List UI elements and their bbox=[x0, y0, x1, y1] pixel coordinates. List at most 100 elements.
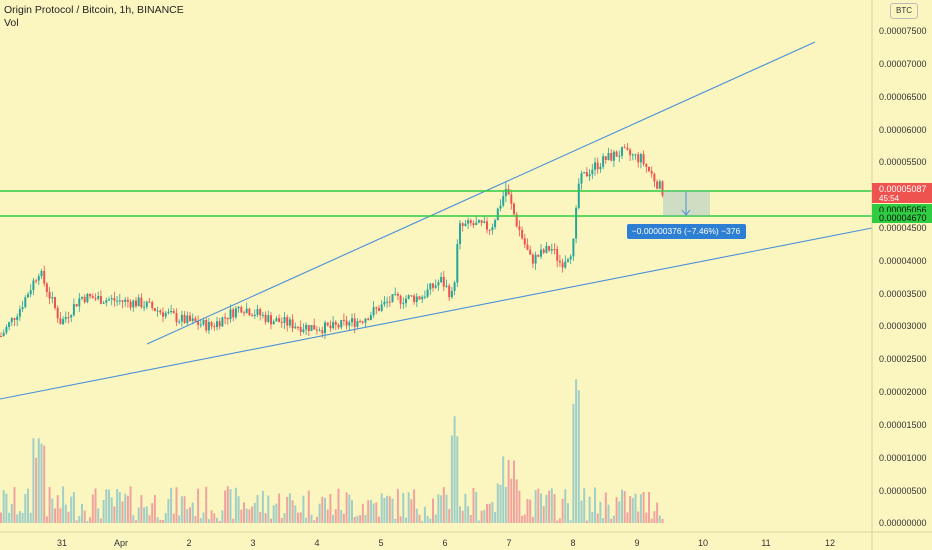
candle-body bbox=[502, 196, 505, 206]
candle-body bbox=[118, 300, 121, 302]
price-tick-label: 0.00001500 bbox=[879, 420, 927, 430]
candle-body bbox=[207, 322, 210, 331]
candle-body bbox=[523, 238, 526, 245]
volume-bar bbox=[494, 512, 497, 523]
volume-bar bbox=[394, 518, 397, 523]
volume-bar bbox=[445, 494, 448, 523]
volume-bar bbox=[623, 491, 626, 523]
candle-body bbox=[321, 330, 324, 334]
candle-body bbox=[337, 324, 340, 328]
candle-body bbox=[467, 220, 470, 224]
volume-bar bbox=[243, 502, 245, 523]
measure-tool[interactable]: −0.00000376 (−7.46%) −376 bbox=[627, 191, 746, 239]
candle-body bbox=[334, 322, 337, 325]
volume-bar bbox=[240, 509, 243, 523]
candle-body bbox=[499, 205, 502, 209]
volume-bar bbox=[81, 503, 83, 523]
volume-bar bbox=[148, 515, 151, 523]
candle-body bbox=[483, 221, 486, 223]
volume-bar bbox=[213, 513, 216, 523]
volume-bar bbox=[116, 488, 119, 523]
volume-bar bbox=[62, 486, 65, 523]
volume-bar bbox=[261, 490, 264, 523]
volume-bar bbox=[183, 496, 186, 523]
volume-bar bbox=[232, 518, 235, 523]
candle-body bbox=[375, 307, 378, 309]
volume-bar bbox=[286, 496, 289, 523]
volume-bar bbox=[145, 506, 148, 523]
volume-bar bbox=[256, 495, 259, 523]
volume-bar bbox=[124, 493, 127, 523]
volume-bar bbox=[621, 489, 623, 523]
candle-body bbox=[216, 321, 218, 328]
volume-bar bbox=[386, 495, 389, 523]
upper-trendline bbox=[146, 41, 816, 345]
candle-body bbox=[283, 317, 286, 323]
volume-bar bbox=[226, 486, 229, 523]
volume-bar bbox=[418, 514, 421, 523]
candle-body bbox=[434, 285, 437, 288]
time-axis[interactable]: 31 Apr 2 3 4 5 6 7 8 9 10 11 12 bbox=[0, 531, 932, 548]
volume-bar bbox=[132, 515, 135, 523]
candle-body bbox=[224, 317, 227, 319]
measure-arrow-head bbox=[681, 209, 691, 216]
candle-body bbox=[261, 314, 264, 316]
candle-body bbox=[653, 173, 656, 182]
chart-header: Origin Protocol / Bitcoin, 1h, BINANCE V… bbox=[4, 4, 184, 30]
volume-bar bbox=[83, 510, 86, 523]
volume-bar bbox=[275, 503, 278, 523]
candle-body bbox=[67, 317, 70, 319]
candle-body bbox=[353, 318, 356, 327]
volume-bar bbox=[507, 460, 510, 523]
candle-body bbox=[245, 308, 248, 314]
volume-bar bbox=[580, 500, 583, 523]
volume-bar bbox=[324, 497, 326, 523]
candle-body bbox=[189, 315, 191, 321]
candle-body bbox=[299, 326, 302, 332]
candle-body bbox=[143, 306, 146, 308]
candle-body bbox=[221, 317, 224, 327]
volume-bar bbox=[434, 514, 437, 523]
candle-body bbox=[386, 301, 389, 303]
time-tick-label: 4 bbox=[314, 538, 319, 548]
candle-body bbox=[464, 223, 467, 227]
candle-body bbox=[429, 283, 432, 290]
trendlines[interactable] bbox=[0, 41, 873, 400]
volume-bar bbox=[429, 518, 432, 523]
candle-body bbox=[361, 321, 364, 323]
volume-bar bbox=[634, 493, 637, 523]
candle-body bbox=[477, 220, 480, 223]
volume-bar bbox=[353, 516, 356, 523]
candle-body bbox=[545, 245, 548, 253]
candle-body bbox=[13, 318, 16, 320]
candle-body bbox=[621, 147, 623, 156]
volume-bar bbox=[110, 497, 113, 523]
candle-body bbox=[639, 154, 642, 163]
candle-body bbox=[391, 294, 394, 302]
volume-bar bbox=[602, 518, 605, 523]
candle-body bbox=[48, 292, 51, 299]
volume-bar bbox=[464, 493, 467, 523]
currency-button[interactable]: BTC bbox=[890, 3, 918, 19]
volume-bar bbox=[518, 490, 521, 523]
volume-bar bbox=[459, 506, 461, 523]
volume-bar bbox=[113, 506, 116, 523]
candle-body bbox=[40, 271, 43, 277]
candle-body bbox=[561, 262, 564, 268]
volume-bar bbox=[97, 508, 100, 523]
volume-bar bbox=[180, 496, 183, 523]
volume-bar bbox=[329, 494, 332, 523]
volume-bar bbox=[164, 512, 167, 523]
price-axis[interactable]: 0.00007500 0.00007000 0.00006500 0.00006000… bbox=[871, 0, 927, 550]
candle-body bbox=[378, 308, 380, 311]
volume-bar bbox=[27, 488, 29, 523]
candle-body bbox=[234, 308, 237, 318]
candle-body bbox=[572, 238, 575, 257]
volume-bar bbox=[483, 509, 486, 523]
volume-bar bbox=[531, 516, 534, 523]
volume-bar bbox=[162, 519, 164, 523]
candle-body bbox=[432, 283, 434, 288]
candle-body bbox=[145, 301, 148, 307]
candle-body bbox=[237, 306, 240, 309]
